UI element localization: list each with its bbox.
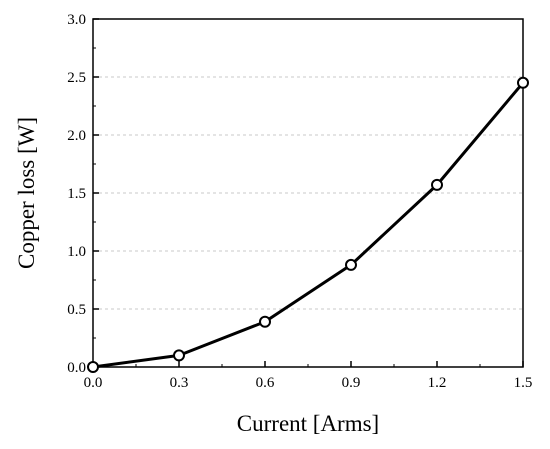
x-tick-label: 1.2: [428, 375, 447, 391]
plot-frame: [92, 18, 524, 368]
y-tick-label: 0.5: [67, 302, 86, 318]
data-point-marker: [517, 76, 529, 89]
y-tick-label: 3.0: [67, 12, 86, 28]
x-tick-label: 0.9: [342, 375, 361, 391]
x-tick-label: 0.6: [256, 375, 275, 391]
y-tick-label: 0.0: [67, 360, 86, 376]
grid-lines: [93, 76, 523, 310]
y-tick-label: 1.0: [67, 244, 86, 260]
y-tick-label: 2.5: [67, 70, 86, 86]
x-tick-label: 0.0: [84, 375, 103, 391]
data-point-marker: [259, 315, 271, 328]
data-point-marker: [87, 361, 99, 373]
y-axis-title: Copper loss [W]: [14, 117, 39, 269]
data-series: [87, 76, 529, 373]
data-point-marker: [173, 349, 185, 362]
y-tick-label: 1.5: [67, 186, 86, 202]
data-point-marker: [345, 258, 357, 271]
data-point-marker: [431, 178, 443, 191]
x-axis-title: Current [Arms]: [237, 411, 379, 436]
y-tick-label: 2.0: [67, 128, 86, 144]
series-line: [92, 81, 525, 369]
x-tick-label: 1.5: [514, 375, 533, 391]
axis-ticks: 0.0 0.5 1.0 1.5 2.0 2.5 3.0 0.0 0.3 0.6 0.9 1.2 1.5: [67, 12, 532, 391]
x-tick-label: 0.3: [170, 375, 189, 391]
